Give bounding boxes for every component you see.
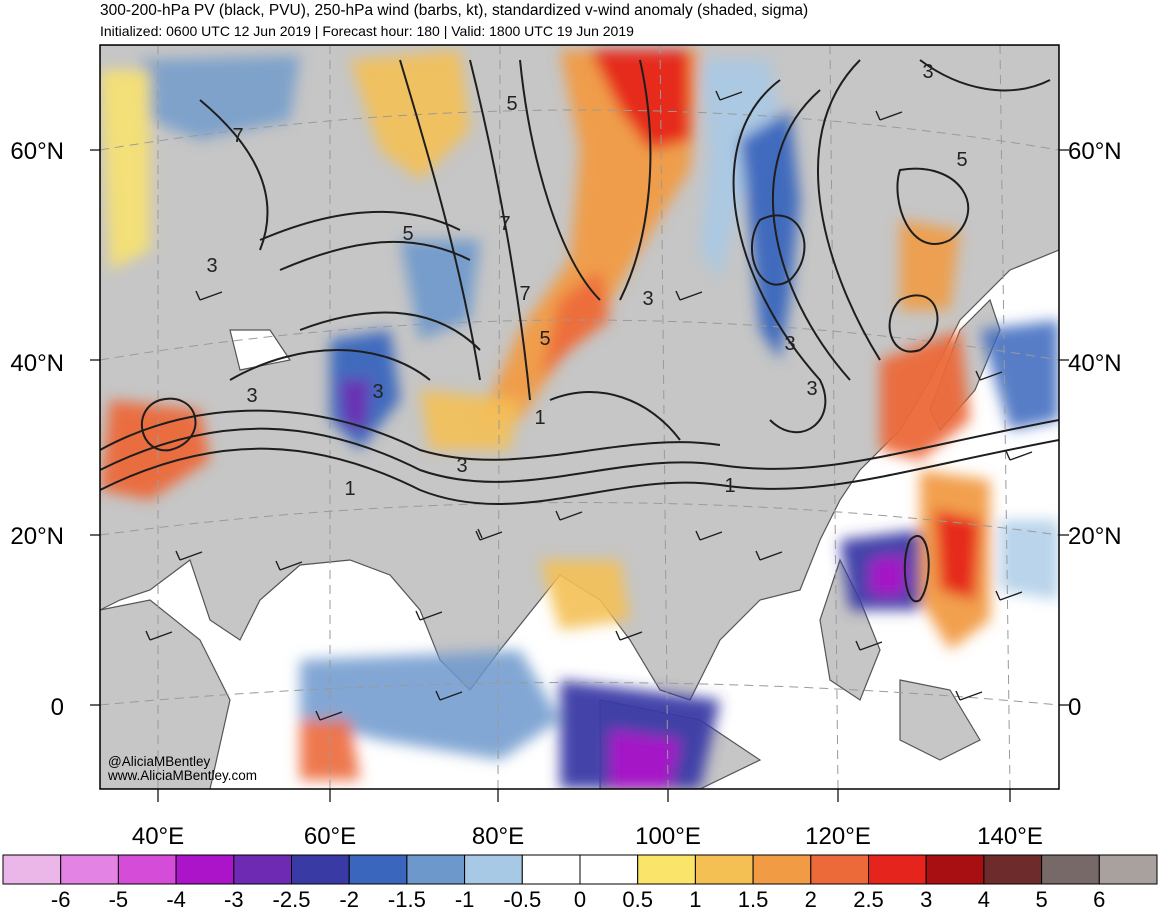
- colorbar-label: -4: [166, 887, 186, 912]
- lat-label-0-right: 0: [1068, 694, 1082, 721]
- lon-label-100e: 100°E: [635, 823, 701, 850]
- pv-label: 3: [246, 385, 257, 407]
- pv-label: 1: [344, 478, 355, 500]
- colorbar-label: -1: [454, 887, 475, 912]
- lat-label-60n-right: 60°N: [1068, 138, 1122, 165]
- lat-label-20n-left: 20°N: [10, 523, 64, 550]
- map-frame: [99, 44, 1060, 790]
- pv-label: 1: [534, 407, 545, 429]
- colorbar-swatch: [406, 854, 466, 885]
- colorbar-swatch: [579, 854, 639, 885]
- pv-contours: [100, 59, 1059, 603]
- colorbar-label: -1.5: [387, 887, 426, 912]
- colorbar-swatch: [1041, 854, 1100, 885]
- pv-label: 3: [456, 455, 467, 477]
- colorbar-swatch: [117, 854, 177, 885]
- lat-label-60n-left: 60°N: [10, 138, 64, 165]
- colorbar-swatch: [810, 854, 869, 885]
- colorbar-swatch: [2, 854, 62, 885]
- credit-website: www.AliciaMBentley.com: [108, 768, 258, 783]
- colorbar-swatch: [694, 854, 754, 885]
- colorbar-label: -2.5: [272, 887, 311, 912]
- pv-label: 5: [402, 223, 413, 245]
- colorbar-label: 5: [1035, 887, 1048, 912]
- pv-label: 1: [724, 475, 735, 497]
- colorbar-label: -5: [108, 887, 129, 912]
- colorbar-swatch: [60, 854, 119, 885]
- colorbar-label: 1.5: [737, 887, 769, 912]
- colorbar-swatch: [233, 854, 293, 885]
- colorbar-label: 2.5: [853, 887, 884, 912]
- pv-label: 3: [784, 333, 795, 355]
- wind-barbs: [145, 90, 1033, 721]
- lon-label-140e: 140°E: [977, 823, 1043, 850]
- colorbar-label: 0.5: [622, 887, 653, 912]
- colorbar-swatch: [752, 854, 812, 885]
- colorbar-swatch: [983, 854, 1043, 885]
- lon-label-60e: 60°E: [303, 823, 357, 850]
- colorbar-swatch: [521, 854, 581, 885]
- lat-lon-grid: [100, 45, 1059, 789]
- pv-label: 5: [539, 328, 550, 350]
- colorbar-swatch: [868, 854, 927, 885]
- pv-label: 5: [506, 93, 517, 115]
- lat-label-20n-right: 20°N: [1068, 523, 1122, 550]
- colorbar-swatch: [925, 854, 985, 885]
- land-layer: [100, 45, 1059, 789]
- pv-label: 3: [922, 61, 933, 83]
- colorbar: [2, 854, 1158, 885]
- colorbar-swatch: [175, 854, 235, 885]
- colorbar-swatch: [464, 854, 523, 885]
- lon-label-40e: 40°E: [131, 823, 185, 850]
- colorbar-swatch: [637, 854, 696, 885]
- lat-label-40n-left: 40°N: [10, 350, 64, 377]
- colorbar-label: -6: [50, 887, 71, 912]
- colorbar-label: 0: [573, 887, 587, 912]
- colorbar-label: -0.5: [503, 887, 542, 912]
- pv-label: 7: [232, 125, 243, 147]
- pv-label: 7: [519, 283, 530, 305]
- colorbar-label: 6: [1093, 887, 1106, 912]
- lat-label-0-left: 0: [50, 694, 64, 721]
- colorbar-label: 4: [977, 887, 991, 912]
- colorbar-label: 3: [920, 887, 933, 912]
- credit-handle: @AliciaMBentley: [108, 754, 211, 769]
- lat-label-40n-right: 40°N: [1068, 350, 1122, 377]
- anomaly-shading: [100, 50, 1059, 789]
- colorbar-label: -2: [339, 887, 359, 912]
- map-title: 300-200-hPa PV (black, PVU), 250-hPa win…: [100, 2, 809, 19]
- pv-label: 3: [642, 288, 653, 310]
- pv-label: 3: [372, 381, 383, 403]
- lon-label-80e: 80°E: [471, 823, 525, 850]
- colorbar-label: -3: [224, 887, 244, 912]
- pv-label: 7: [499, 213, 510, 235]
- pv-label: 3: [806, 378, 817, 400]
- colorbar-label: 2: [804, 887, 817, 912]
- lon-label-120e: 120°E: [805, 823, 871, 850]
- pv-label: 5: [956, 149, 967, 171]
- colorbar-swatch: [291, 854, 350, 885]
- colorbar-swatch: [1098, 854, 1158, 885]
- colorbar-label: 1: [689, 887, 702, 912]
- colorbar-swatch: [348, 854, 408, 885]
- map-subtitle: Initialized: 0600 UTC 12 Jun 2019 | Fore…: [100, 23, 634, 39]
- axis-ticks: [90, 149, 1069, 802]
- pv-label: 3: [206, 255, 217, 277]
